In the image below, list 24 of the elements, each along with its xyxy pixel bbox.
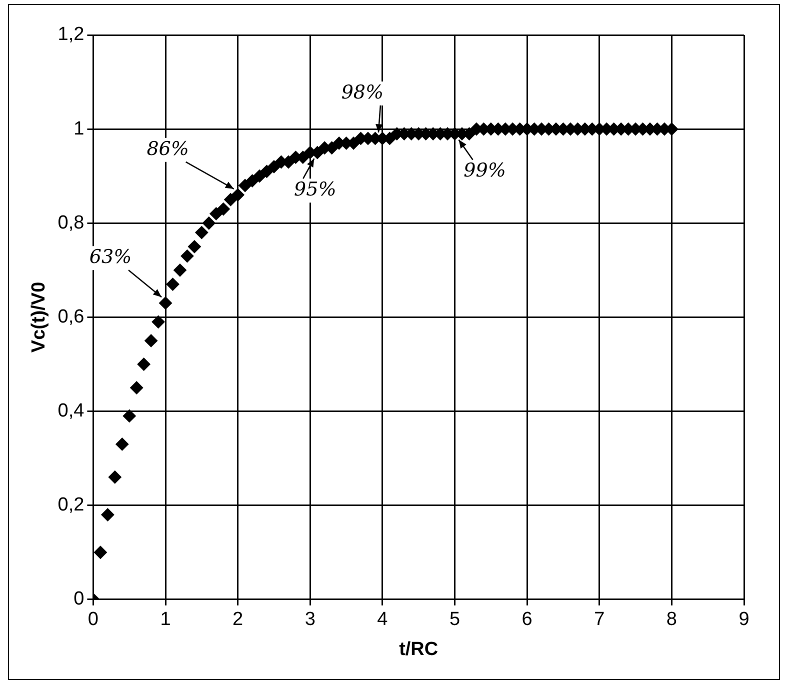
annotation: 63%: [89, 246, 132, 268]
x-tick-label: 6: [522, 609, 532, 630]
x-tick-label: 4: [377, 609, 388, 630]
x-axis-title: t/RC: [399, 638, 438, 660]
annotation: 98%: [341, 81, 384, 104]
x-tick-label: 3: [304, 609, 316, 630]
y-tick-label: 0,8: [58, 212, 84, 234]
x-tick-label: 0: [88, 609, 98, 630]
annotation: 99%: [464, 160, 506, 182]
y-tick-label: 1: [74, 118, 84, 140]
y-tick-label: 0,4: [58, 400, 85, 422]
x-tick-label: 2: [232, 609, 244, 630]
y-axis-title: Vc(t)/V0: [28, 282, 50, 353]
x-tick-label: 7: [594, 609, 605, 630]
x-tick-label: 5: [449, 609, 460, 630]
y-tick-label: 0,6: [58, 306, 84, 328]
y-tick-label: 0,2: [58, 494, 84, 516]
x-tick-label: 1: [160, 609, 171, 630]
y-tick-label: 0: [74, 588, 84, 610]
annotation: 86%: [146, 138, 189, 160]
y-tick-label: 1,2: [58, 24, 84, 46]
x-tick-label: 9: [738, 609, 750, 630]
x-tick-label: 8: [666, 609, 677, 630]
annotation: 95%: [294, 178, 336, 201]
